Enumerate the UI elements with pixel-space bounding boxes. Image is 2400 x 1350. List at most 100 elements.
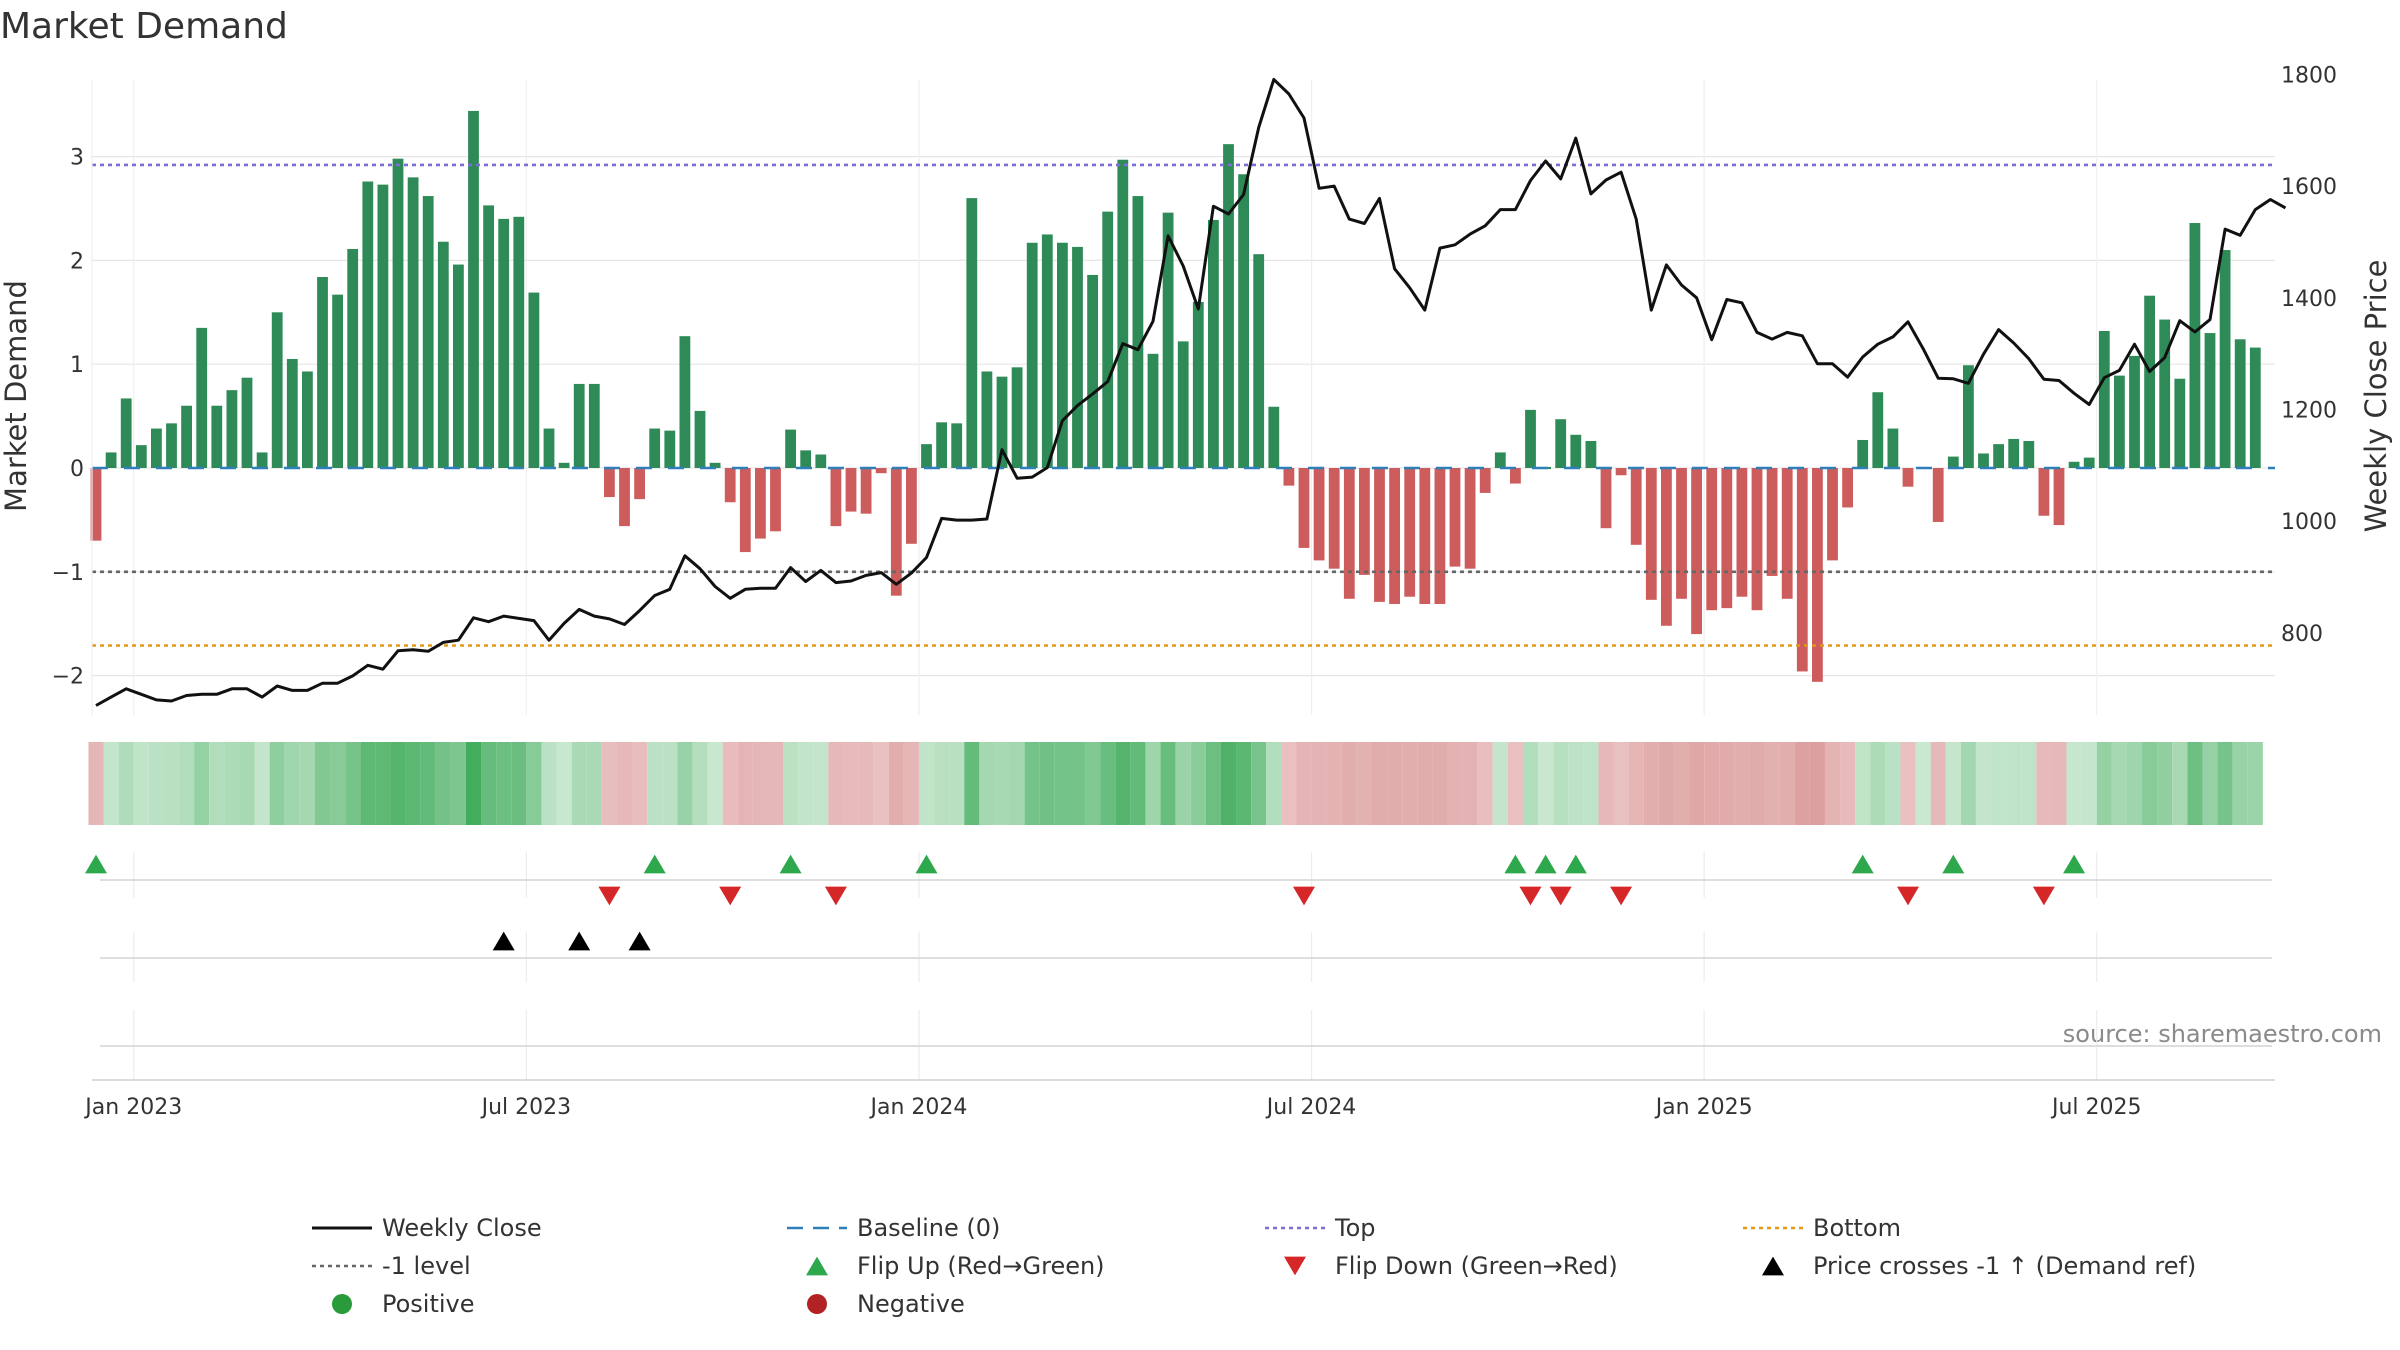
demand-bars: [90, 110, 2261, 682]
demand-bar: [1464, 468, 1476, 569]
x-tick-label: Jul 2023: [480, 1095, 572, 1120]
demand-bar: [1570, 434, 1582, 468]
legend-item: Baseline (0): [787, 1214, 1000, 1242]
demand-bar: [573, 383, 585, 468]
demand-bar: [1736, 468, 1748, 597]
flip-up-marker: [779, 854, 802, 874]
heat-strip-cell: [1764, 742, 1780, 825]
heat-strip-cell: [345, 742, 361, 825]
demand-bar: [1268, 406, 1280, 468]
y2-tick-label: 1600: [2281, 175, 2337, 200]
heat-strip-cell: [1326, 742, 1342, 825]
heat-strip-cell: [2142, 742, 2158, 825]
heat-strip-cell: [148, 742, 164, 825]
heat-strip-cell: [465, 742, 482, 825]
demand-bar: [890, 468, 902, 596]
heat-strip-cell: [888, 742, 904, 825]
x-tick-label: Jul 2024: [1265, 1095, 1357, 1120]
demand-bar: [166, 423, 177, 468]
demand-bar: [1026, 242, 1038, 468]
heat-strip-cell: [1115, 742, 1131, 825]
event-markers: [85, 854, 2272, 1047]
heat-strip-cell: [2247, 742, 2263, 825]
heat-strip-cell: [2051, 742, 2067, 825]
heat-strip-cell: [1069, 742, 1086, 825]
y2-tick-label: 1000: [2281, 510, 2337, 535]
demand-bar: [1993, 444, 2004, 468]
demand-bar: [1011, 367, 1023, 468]
heat-strip-cell: [1915, 742, 1931, 825]
heat-strip-cell: [1175, 742, 1191, 825]
heat-strip-cell: [1432, 742, 1448, 825]
demand-bar: [1162, 212, 1174, 468]
heat-strip-cell: [1885, 742, 1901, 825]
flip-down-marker: [598, 886, 621, 906]
demand-bar: [392, 158, 404, 468]
demand-bar: [286, 359, 298, 468]
demand-bar: [1751, 468, 1763, 611]
heat-strip-cell: [586, 742, 602, 825]
heat-strip-cell: [1779, 742, 1795, 825]
demand-bar: [332, 294, 343, 468]
demand-bar: [800, 450, 812, 468]
legend-label: Weekly Close: [382, 1214, 542, 1242]
heat-strip-cell: [405, 742, 421, 825]
heat-strip-cell: [496, 742, 512, 825]
heat-strip-cell: [375, 742, 391, 825]
price-cross-marker: [492, 931, 515, 951]
heat-strip-cell: [1643, 742, 1659, 825]
demand-bar: [1510, 468, 1521, 484]
legend-item: -1 level: [312, 1252, 471, 1280]
heat-strip-cell: [1251, 742, 1267, 825]
legend-item: Negative: [807, 1290, 965, 1318]
demand-bar: [845, 468, 857, 512]
weekly-close-line-group: [95, 77, 2287, 707]
heat-strip-cell: [1220, 742, 1237, 825]
heat-strip-cell: [284, 742, 300, 825]
reference-lines: [92, 163, 2275, 647]
y-tick-label: −1: [52, 561, 84, 586]
heat-strip-cell: [692, 742, 708, 825]
demand-bar: [1630, 468, 1642, 545]
heat-strip-cell: [1794, 742, 1810, 825]
demand-bar: [2144, 295, 2155, 468]
heat-strip-cell: [918, 742, 935, 825]
heat-strip-cell: [767, 742, 784, 825]
demand-bar: [1223, 144, 1234, 469]
legend-item: Flip Up (Red→Green): [806, 1252, 1105, 1280]
demand-bar: [1721, 468, 1733, 609]
heat-strip-cell: [1387, 742, 1403, 825]
heat-strip-cell: [1054, 742, 1070, 825]
demand-bar: [996, 376, 1008, 468]
y-tick-label: 3: [70, 146, 84, 171]
heat-strip-cell: [1024, 742, 1040, 825]
demand-bar: [483, 205, 494, 469]
legend-label: Negative: [857, 1290, 965, 1318]
source-label: source: sharemaestro.com: [2063, 1020, 2382, 1048]
flip-down-marker: [1519, 886, 1542, 906]
demand-bar: [1374, 468, 1385, 602]
demand-bar: [347, 248, 359, 468]
flip-up-marker: [85, 854, 107, 874]
demand-bar: [1932, 468, 1944, 522]
heat-strip-cell: [435, 742, 451, 825]
heat-strip-cell: [1960, 742, 1976, 825]
heat-strip-cell: [1190, 742, 1206, 825]
heat-strip-cell: [133, 742, 149, 825]
heat-strip-cell: [2021, 742, 2037, 825]
demand-bar: [453, 264, 464, 468]
legend-label: Flip Down (Green→Red): [1335, 1252, 1618, 1280]
heat-strip-cell: [1553, 742, 1569, 825]
demand-bar: [2234, 339, 2246, 468]
heat-strip-cell: [2172, 742, 2188, 825]
demand-bar: [1389, 468, 1400, 604]
demand-bar: [694, 410, 706, 468]
heat-strip-cell: [601, 742, 617, 825]
legend-swatch: [1284, 1256, 1306, 1276]
demand-bar: [528, 292, 540, 468]
price-cross-marker: [628, 931, 651, 951]
demand-bar: [1117, 159, 1129, 469]
demand-bar: [241, 377, 253, 468]
flip-up-marker: [1534, 854, 1557, 874]
